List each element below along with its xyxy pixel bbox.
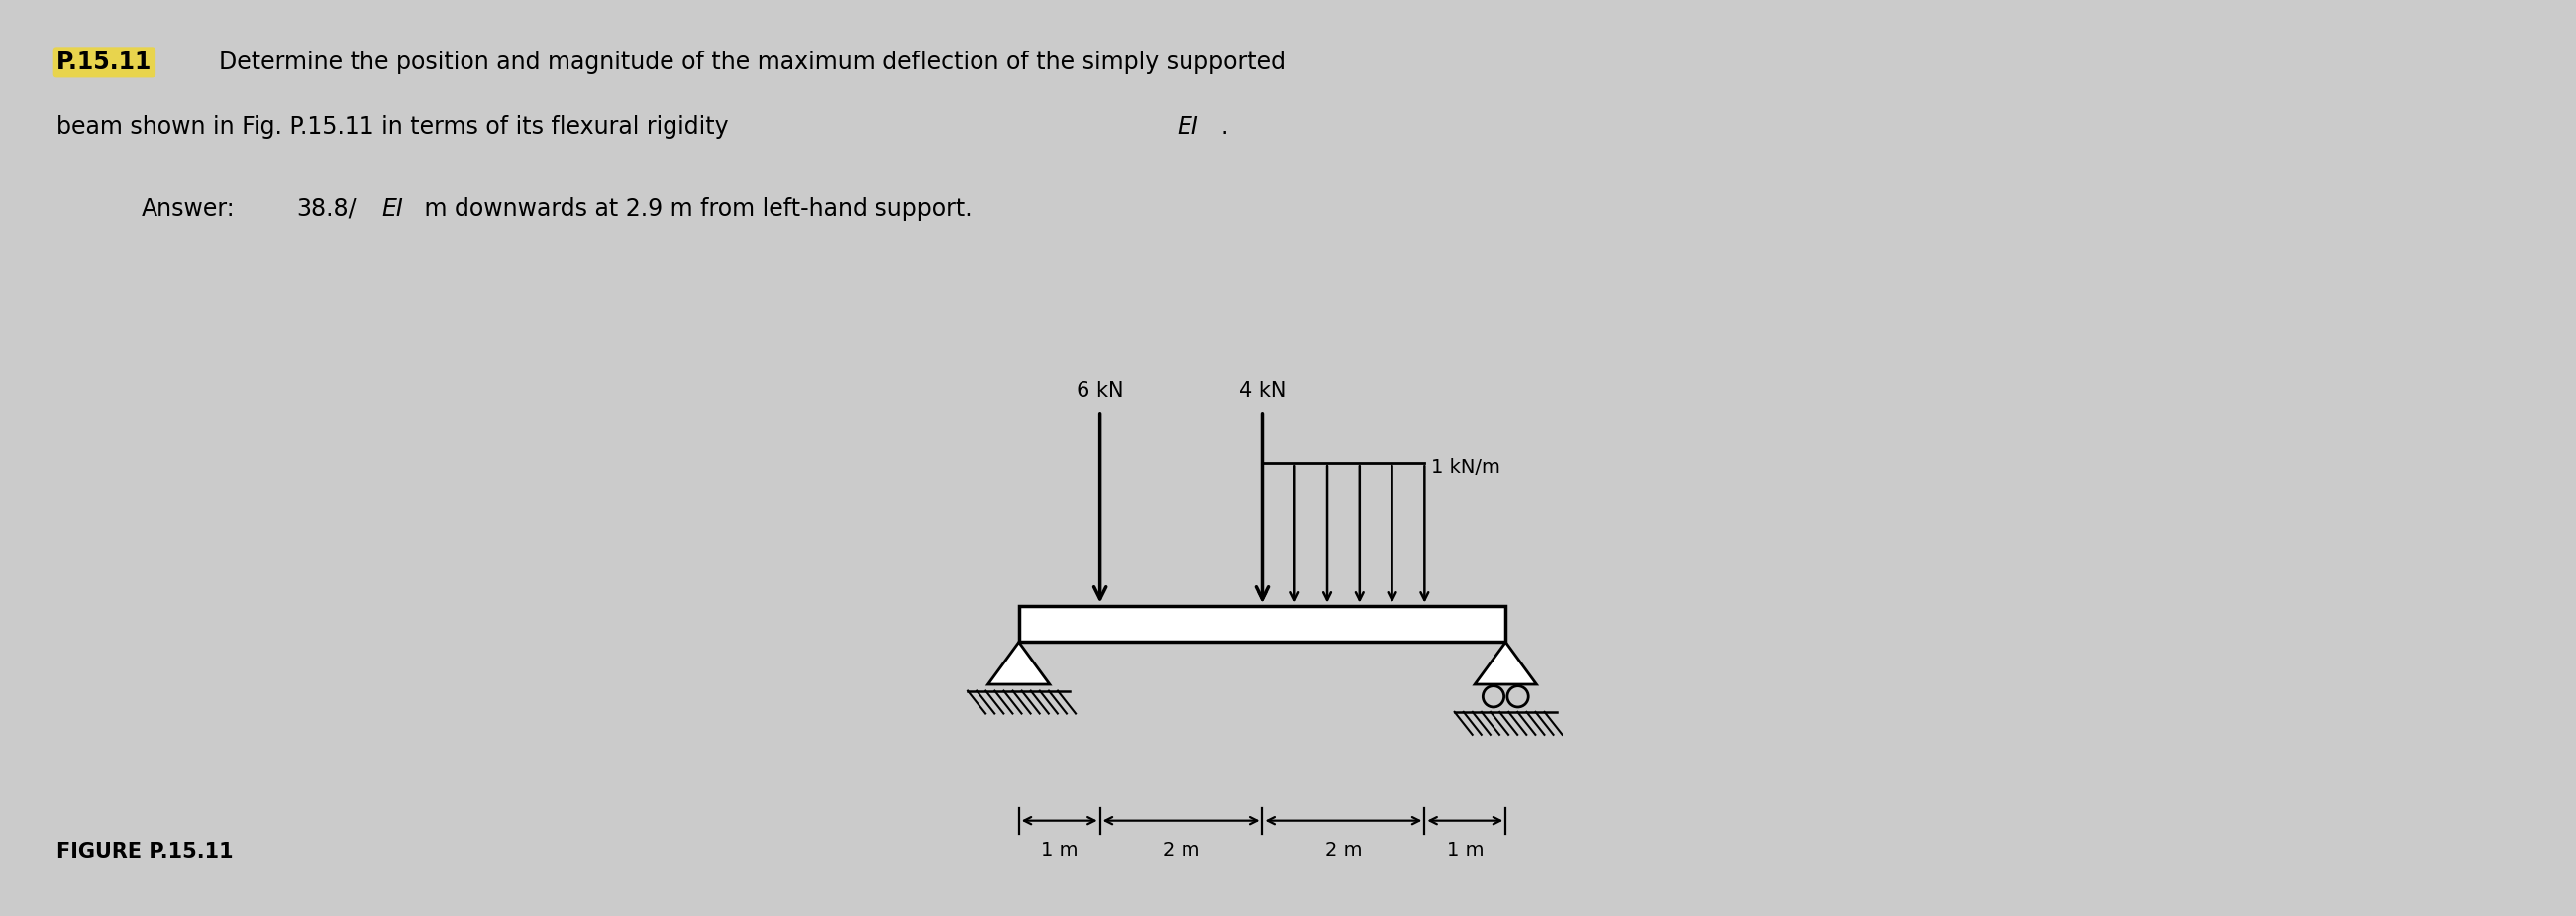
- Text: P.15.11: P.15.11: [57, 50, 152, 74]
- Text: 4 kN: 4 kN: [1239, 381, 1285, 401]
- Polygon shape: [989, 642, 1048, 684]
- Text: FIGURE P.15.11: FIGURE P.15.11: [57, 841, 234, 861]
- Text: beam shown in Fig. P.15.11 in terms of its flexural rigidity: beam shown in Fig. P.15.11 in terms of i…: [57, 114, 737, 138]
- Text: EI: EI: [1177, 114, 1198, 138]
- Text: 2 m: 2 m: [1162, 841, 1200, 860]
- Bar: [1020, 605, 1504, 642]
- Text: 38.8/: 38.8/: [296, 197, 355, 221]
- Text: .: .: [1221, 114, 1229, 138]
- Text: Answer:: Answer:: [142, 197, 234, 221]
- Text: Determine the position and magnitude of the maximum deflection of the simply sup: Determine the position and magnitude of …: [219, 50, 1285, 74]
- Text: 1 m: 1 m: [1041, 841, 1077, 860]
- Text: 2 m: 2 m: [1324, 841, 1363, 860]
- Text: EI: EI: [381, 197, 402, 221]
- Polygon shape: [1476, 642, 1535, 684]
- Text: 1 m: 1 m: [1448, 841, 1484, 860]
- Text: 6 kN: 6 kN: [1077, 381, 1123, 401]
- Text: 1 kN/m: 1 kN/m: [1432, 458, 1499, 477]
- Text: m downwards at 2.9 m from left-hand support.: m downwards at 2.9 m from left-hand supp…: [417, 197, 974, 221]
